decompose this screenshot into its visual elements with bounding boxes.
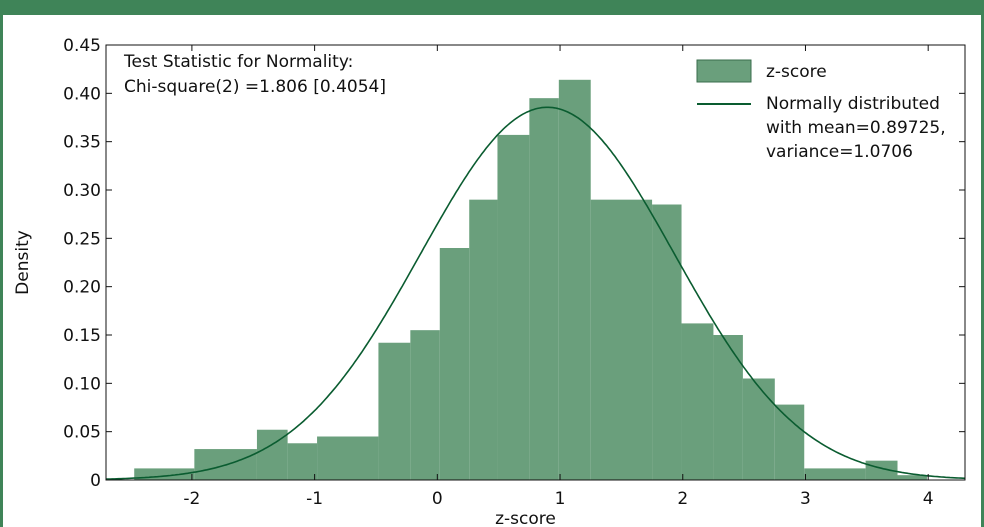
y-tick-label: 0.20 [63, 278, 101, 298]
y-axis-label: Density [13, 230, 33, 295]
histogram-bar [590, 199, 653, 480]
legend-histogram-label: z-score [766, 62, 827, 82]
histogram-bar [804, 468, 866, 480]
y-tick-label: 0.05 [63, 423, 101, 443]
histogram-bar [378, 342, 411, 480]
y-tick-label: 0.35 [63, 133, 101, 153]
title-bar [3, 0, 984, 15]
y-axis: 0 0.05 0.10 0.15 0.20 0.25 0.30 0.35 0.40 0.45 [63, 36, 965, 491]
x-tick-label: 4 [923, 489, 934, 509]
histogram-bar [287, 443, 318, 480]
histogram-bar [681, 323, 714, 480]
y-tick-label: 0.10 [63, 374, 101, 394]
y-tick-label: 0.25 [63, 229, 101, 249]
y-tick-label: 0.45 [63, 36, 101, 56]
legend-curve-label-line-2: with mean=0.89725, [766, 118, 946, 138]
histogram-bar [558, 79, 591, 481]
legend-curve-label-line-1: Normally distributed [766, 94, 940, 114]
plot-area-border [105, 44, 966, 481]
x-tick-label: -2 [183, 489, 200, 509]
histogram-bar [469, 199, 498, 480]
histogram-bar [897, 475, 927, 480]
legend-curve-label-line-3: variance=1.0706 [766, 142, 913, 162]
annotation-line-1: Test Statistic for Normality: [123, 52, 353, 72]
histogram-bar [742, 378, 775, 480]
y-tick-label: 0.40 [63, 84, 101, 104]
histogram-chart: 0 0.05 0.10 0.15 0.20 0.25 0.30 0.35 0.40 0.45 -2… [13, 36, 966, 527]
x-tick-label: 1 [555, 489, 566, 509]
histogram-bar [774, 404, 805, 480]
x-axis: -2 -1 0 1 2 3 4 [183, 45, 934, 509]
histogram-bar [497, 134, 530, 480]
y-tick-label: 0.30 [63, 181, 101, 201]
x-tick-label: 3 [800, 489, 811, 509]
histogram-bar [317, 436, 379, 480]
legend: z-score Normally distributed with mean=0… [696, 59, 946, 162]
x-axis-label: z-score [495, 509, 556, 527]
x-tick-label: 2 [677, 489, 688, 509]
y-tick-label: 0.15 [63, 326, 101, 346]
histogram-bars [134, 79, 927, 481]
annotation-line-2: Chi-square(2) =1.806 [0.4054] [124, 77, 386, 97]
histogram-bar [529, 98, 559, 481]
y-tick-label: 0 [90, 471, 101, 491]
normality-test-annotation: Test Statistic for Normality: Chi-square… [123, 52, 386, 97]
x-tick-label: -1 [306, 489, 323, 509]
legend-histogram-swatch [696, 59, 752, 83]
histogram-bar [713, 335, 743, 480]
normal-density-curve [106, 106, 966, 480]
histogram-bar [439, 248, 470, 480]
histogram-bar [410, 330, 440, 480]
histogram-bar [652, 204, 682, 480]
x-tick-label: 0 [432, 489, 443, 509]
histogram-bar [134, 468, 195, 480]
